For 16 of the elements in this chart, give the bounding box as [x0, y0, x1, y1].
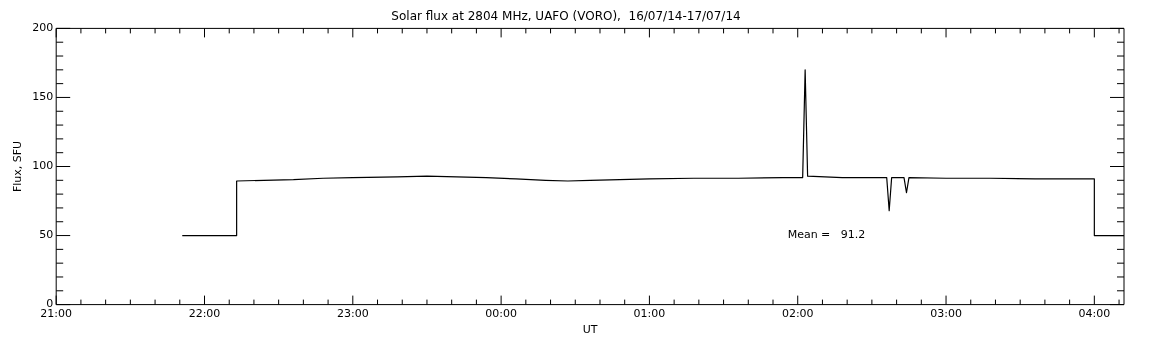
- x-tick-label: 22:00: [188, 307, 221, 321]
- x-tick-label: 03:00: [930, 307, 962, 321]
- y-tick-label: 200: [32, 21, 54, 35]
- x-tick-label: 23:00: [336, 307, 369, 321]
- y-tick-label: 50: [39, 228, 54, 242]
- y-tick-label: 150: [32, 90, 54, 104]
- x-axis-title: UT: [582, 323, 598, 337]
- annotation: Mean = 91.2: [787, 228, 866, 242]
- x-tick-label: 01:00: [633, 307, 666, 321]
- x-tick-label: 00:00: [485, 307, 517, 321]
- y-axis-title: Flux, SFU: [11, 140, 25, 193]
- y-tick-label: 100: [32, 159, 54, 173]
- x-tick-label: 21:00: [40, 307, 73, 321]
- x-tick-label: 04:00: [1078, 307, 1111, 321]
- chart-title: Solar flux at 2804 MHz, UAFO (VORO), 16/07/14-17/07/14: [391, 9, 741, 24]
- x-tick-label: 02:00: [781, 307, 814, 321]
